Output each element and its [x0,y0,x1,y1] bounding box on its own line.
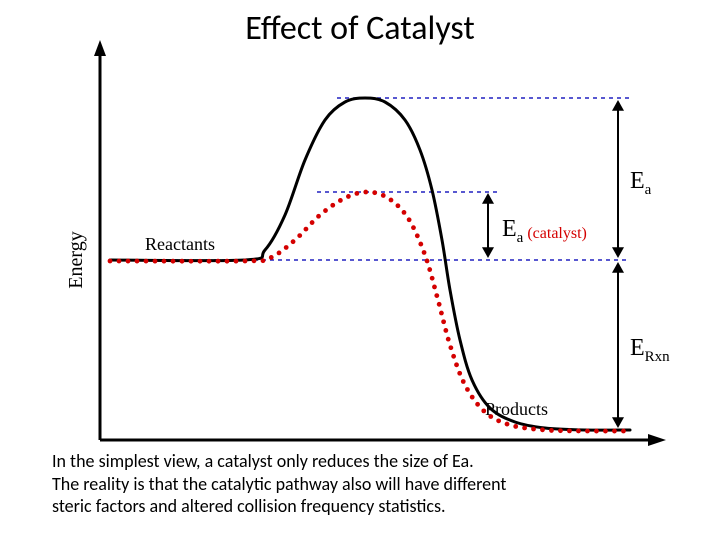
arrow-Ea [612,100,624,258]
caption-line-3: steric factors and altered collision fre… [52,495,446,517]
label-reactants: Reactants [145,234,215,254]
caption: In the simplest view, a catalyst only re… [52,450,672,518]
label-Ea: Ea [630,168,652,198]
label-Erxn: ERxn [630,335,670,365]
energy-diagram: EnergyReactantsProductsEaEa (catalyst)ER… [70,40,670,440]
label-products: Products [485,399,548,419]
caption-line-2: The reality is that the catalytic pathwa… [52,473,506,495]
arrow-Erxn [612,262,624,428]
caption-line-1: In the simplest view, a catalyst only re… [52,450,474,472]
uncatalyzed-curve [110,98,630,430]
arrow-Ea-catalyst [482,193,494,258]
label-Ea-catalyst: Ea (catalyst) [502,216,587,246]
y-axis-label: Energy [65,231,87,288]
